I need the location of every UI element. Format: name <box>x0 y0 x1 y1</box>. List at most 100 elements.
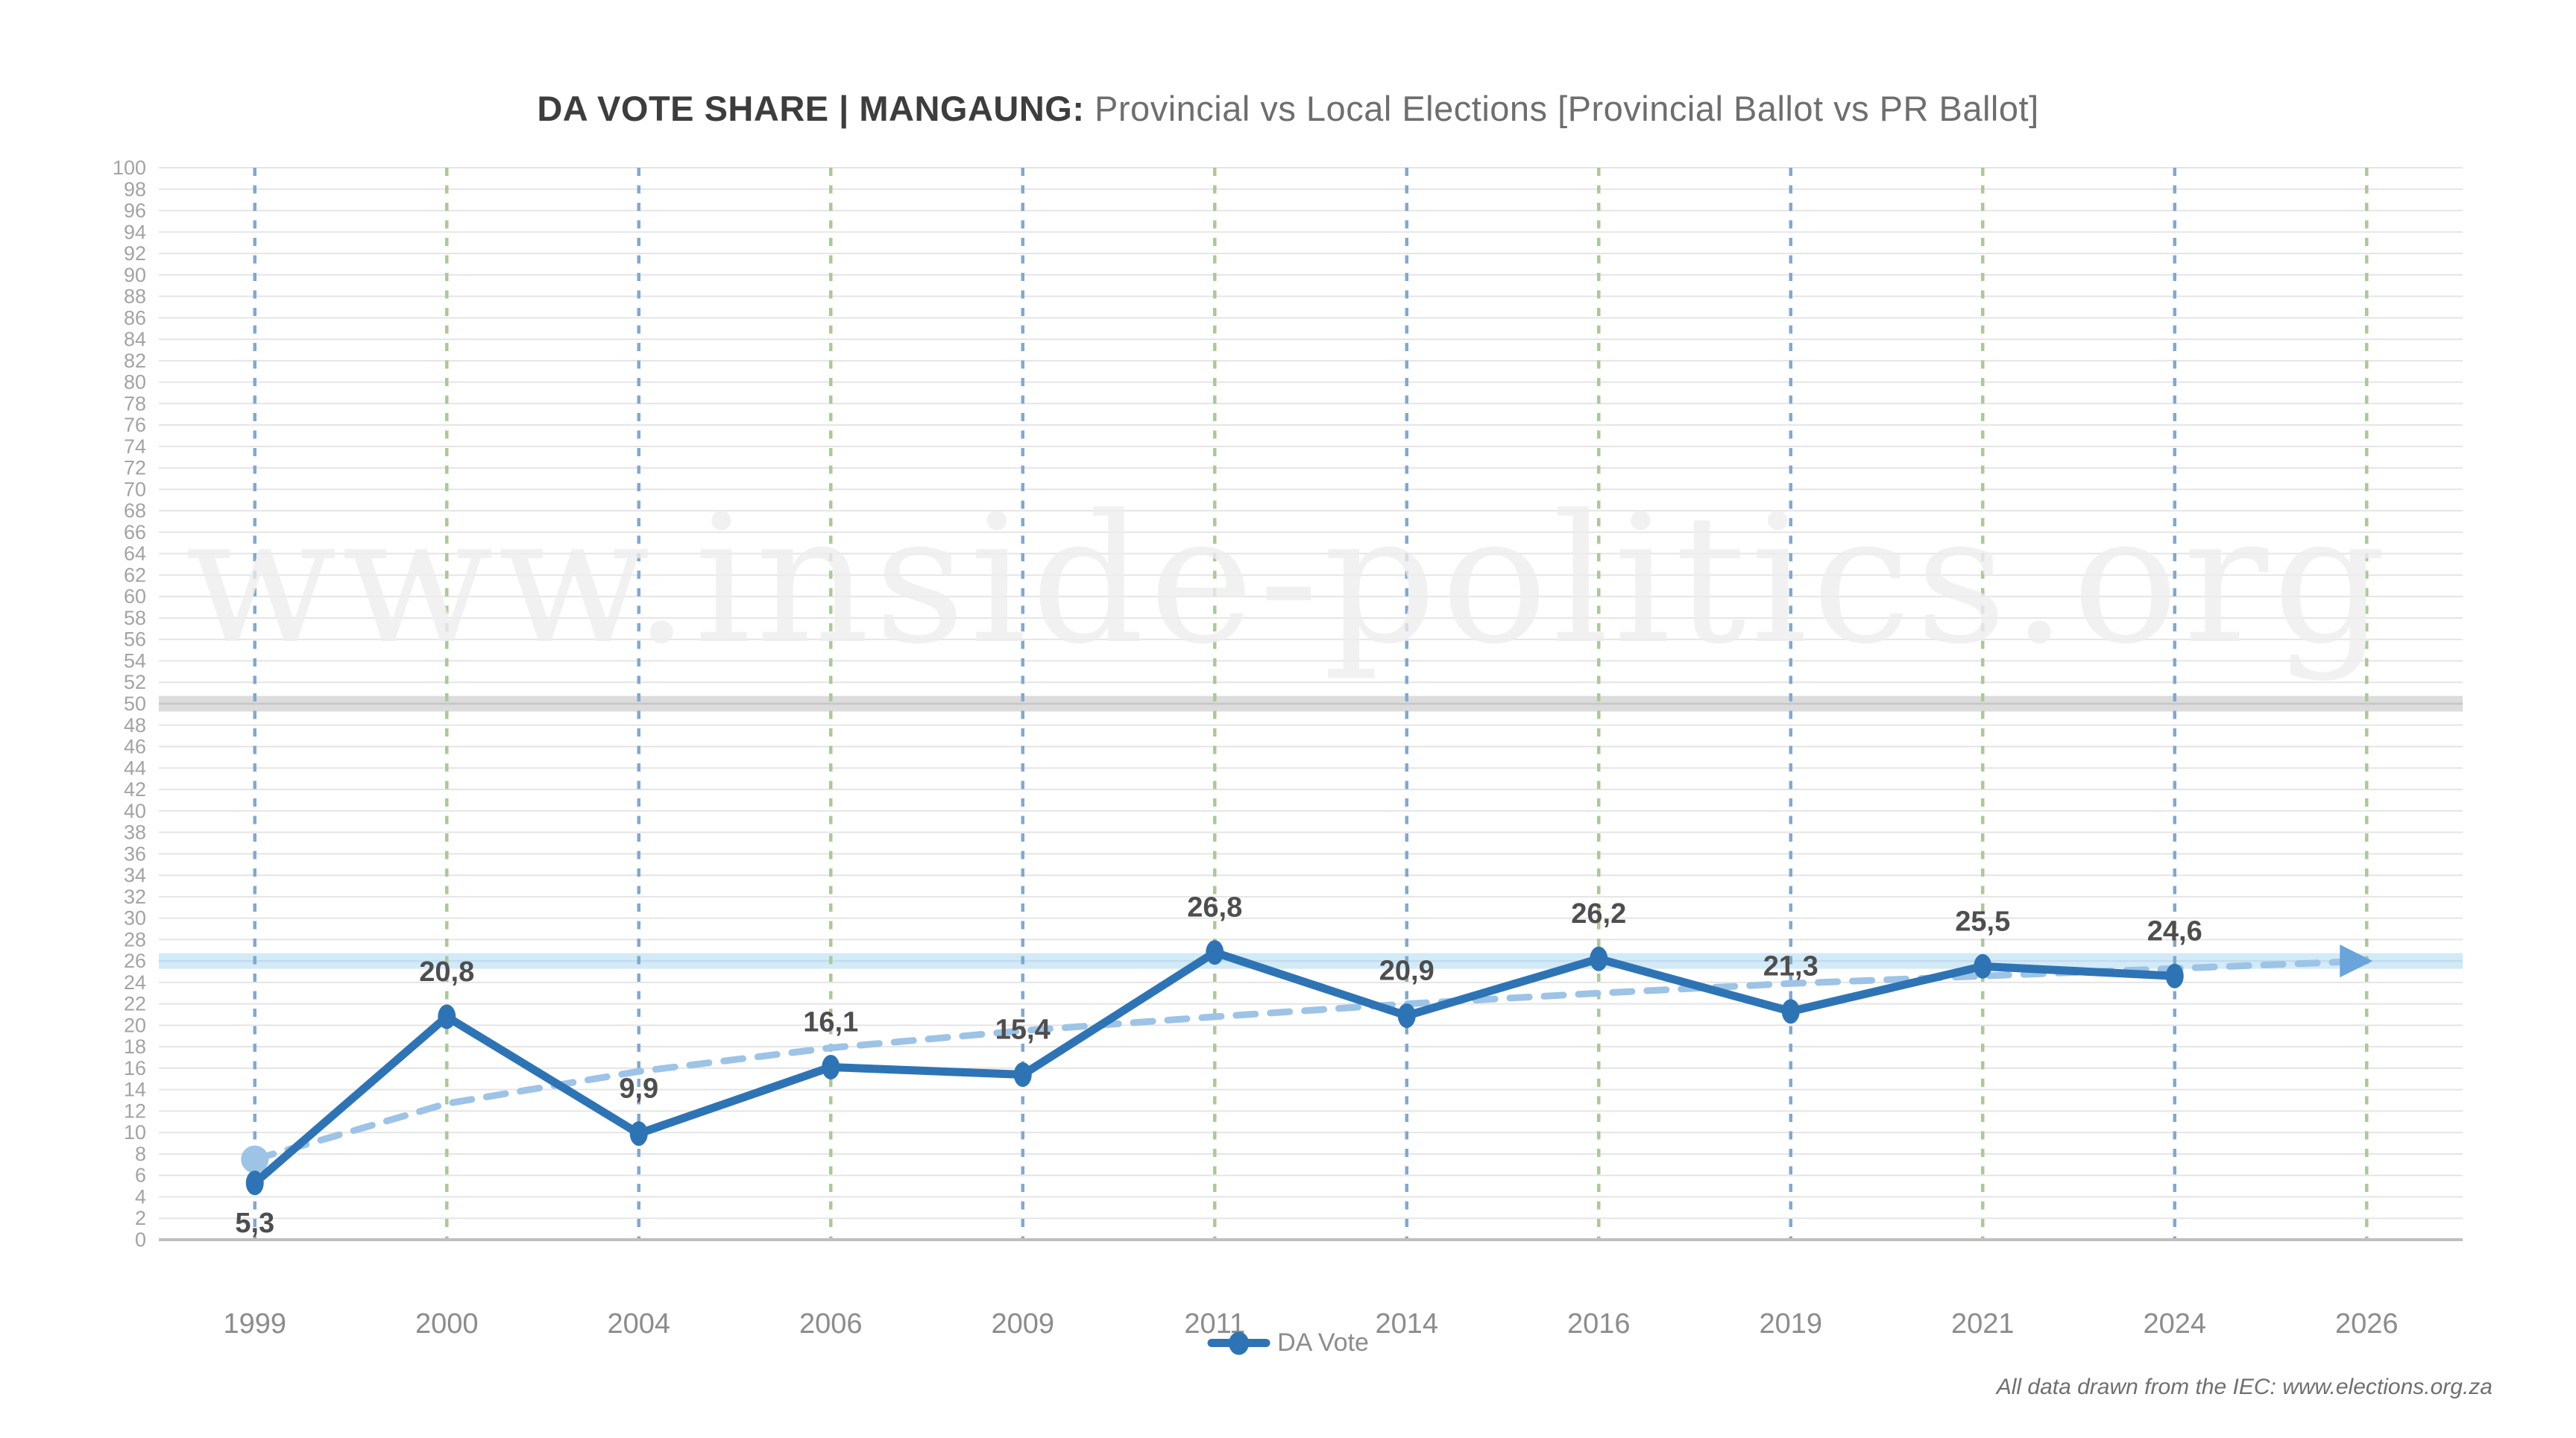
data-point <box>1397 1003 1416 1028</box>
y-axis-tick-label: 76 <box>124 414 146 436</box>
data-point-label: 26,8 <box>1187 892 1242 924</box>
y-axis-tick-label: 54 <box>124 649 146 672</box>
y-axis-tick-label: 18 <box>124 1035 146 1058</box>
data-point <box>2165 963 2184 988</box>
data-point-label: 5,3 <box>235 1208 274 1239</box>
source-note: All data drawn from the IEC: www.electio… <box>1996 1375 2492 1399</box>
reference-bands <box>159 696 2463 969</box>
y-axis-tick-label: 50 <box>124 693 146 715</box>
y-axis-tick-label: 28 <box>124 928 146 950</box>
y-axis-tick-label: 52 <box>124 671 146 693</box>
y-axis-tick-label: 68 <box>124 499 146 522</box>
trendline <box>241 945 2373 1173</box>
data-point-label: 15,4 <box>995 1015 1051 1046</box>
trendline-dashed <box>251 957 2370 1163</box>
x-axis-tick-label: 2016 <box>1567 1308 1631 1340</box>
y-axis-tick-label: 40 <box>124 800 146 822</box>
y-axis-tick-label: 16 <box>124 1057 146 1079</box>
data-point <box>1781 999 1800 1024</box>
y-axis-tick-label: 46 <box>124 736 146 758</box>
chart-title-primary: DA VOTE SHARE | MANGAUNG: <box>537 89 1085 128</box>
y-axis-tick-label: 62 <box>124 564 146 586</box>
y-axis-tick-label: 32 <box>124 886 146 908</box>
x-axis-tick-label: 2021 <box>1951 1308 2015 1340</box>
y-axis-tick-label: 14 <box>124 1079 146 1101</box>
data-point-label: 20,8 <box>419 956 474 988</box>
data-point-label: 24,6 <box>2147 915 2202 947</box>
data-point-label: 26,2 <box>1571 898 1626 930</box>
y-axis-tick-label: 60 <box>124 585 146 608</box>
election-year-gridlines <box>253 168 2369 1240</box>
x-axis-tick-label: 2026 <box>2335 1308 2399 1340</box>
y-axis-tick-label: 96 <box>124 200 146 222</box>
y-axis-tick-label: 10 <box>124 1121 146 1144</box>
data-point-label: 21,3 <box>1763 951 1818 983</box>
y-axis-tick-label: 22 <box>124 993 146 1015</box>
y-axis-tick-label: 100 <box>113 157 146 179</box>
y-axis-tick-labels: 0246810121416182022242628303234363840424… <box>113 157 146 1251</box>
y-axis-tick-label: 72 <box>124 457 146 479</box>
x-axis-tick-label: 2024 <box>2143 1308 2206 1340</box>
y-axis-tick-label: 4 <box>135 1185 146 1208</box>
y-axis-tick-label: 90 <box>124 264 146 286</box>
y-axis-tick-label: 66 <box>124 521 146 543</box>
y-axis-tick-label: 58 <box>124 607 146 629</box>
data-point <box>245 1170 264 1196</box>
y-axis-tick-label: 82 <box>124 350 146 372</box>
y-axis-tick-label: 2 <box>135 1207 146 1229</box>
y-axis-tick-label: 88 <box>124 286 146 308</box>
y-axis-tick-label: 80 <box>124 371 146 394</box>
y-axis-tick-label: 84 <box>124 328 146 350</box>
x-axis-tick-label: 2009 <box>991 1308 1054 1340</box>
y-axis-tick-label: 92 <box>124 242 146 265</box>
y-axis-tick-label: 12 <box>124 1100 146 1122</box>
x-axis-tick-label: 2019 <box>1759 1308 1822 1340</box>
y-axis-tick-label: 94 <box>124 221 146 243</box>
y-axis-tick-label: 24 <box>124 971 146 994</box>
chart-title: DA VOTE SHARE | MANGAUNG: Provincial vs … <box>0 88 2576 129</box>
data-point <box>1974 953 1992 979</box>
legend: DA Vote <box>1207 1328 1369 1357</box>
y-axis-tick-label: 64 <box>124 543 146 565</box>
y-axis-tick-label: 74 <box>124 435 146 458</box>
data-point <box>1206 940 1224 965</box>
y-axis-tick-label: 6 <box>135 1164 146 1187</box>
y-gridlines <box>159 167 2463 1220</box>
data-point-label: 9,9 <box>619 1073 658 1105</box>
y-axis-tick-label: 20 <box>124 1014 146 1036</box>
y-axis-tick-label: 44 <box>124 757 146 779</box>
y-axis-tick-label: 36 <box>124 842 146 865</box>
y-axis-tick-label: 70 <box>124 478 146 500</box>
data-point <box>438 1004 456 1029</box>
x-axis-tick-labels: 1999 2000 2004 2006 2009 2011 2014 2016 2019 2021… <box>223 1308 2398 1340</box>
data-labels: 5,3 20,8 9,9 16,1 15,4 26,8 20,9 26,2 21,3 25,5 24… <box>235 892 2202 1239</box>
y-axis-tick-label: 48 <box>124 714 146 737</box>
data-point-label: 25,5 <box>1955 906 2010 937</box>
y-axis-tick-label: 8 <box>135 1143 146 1165</box>
trendline-arrow-head <box>2340 945 2373 978</box>
y-axis-tick-label: 86 <box>124 306 146 329</box>
data-point <box>1013 1062 1032 1088</box>
y-axis-tick-label: 56 <box>124 628 146 651</box>
y-axis-tick-label: 34 <box>124 864 146 886</box>
y-axis-tick-label: 30 <box>124 907 146 930</box>
data-point <box>629 1121 648 1147</box>
legend-label: DA Vote <box>1277 1328 1369 1357</box>
x-axis-tick-label: 2000 <box>415 1308 479 1340</box>
x-axis-tick-label: 2014 <box>1375 1308 1438 1340</box>
x-axis-tick-label: 2004 <box>607 1308 670 1340</box>
legend-line-marker <box>1207 1331 1270 1355</box>
trendline-start-dot <box>241 1145 269 1173</box>
y-axis-tick-label: 26 <box>124 950 146 972</box>
y-axis-tick-label: 42 <box>124 778 146 801</box>
x-axis-tick-label: 2006 <box>799 1308 863 1340</box>
data-point <box>1590 946 1608 971</box>
legend-dot-marker <box>1228 1331 1249 1355</box>
da-vote-series <box>245 940 2184 1196</box>
data-point-label: 16,1 <box>803 1006 858 1038</box>
chart-title-secondary: Provincial vs Local Elections [Provincia… <box>1084 89 2039 128</box>
y-axis-tick-label: 38 <box>124 822 146 844</box>
data-point <box>822 1054 840 1079</box>
